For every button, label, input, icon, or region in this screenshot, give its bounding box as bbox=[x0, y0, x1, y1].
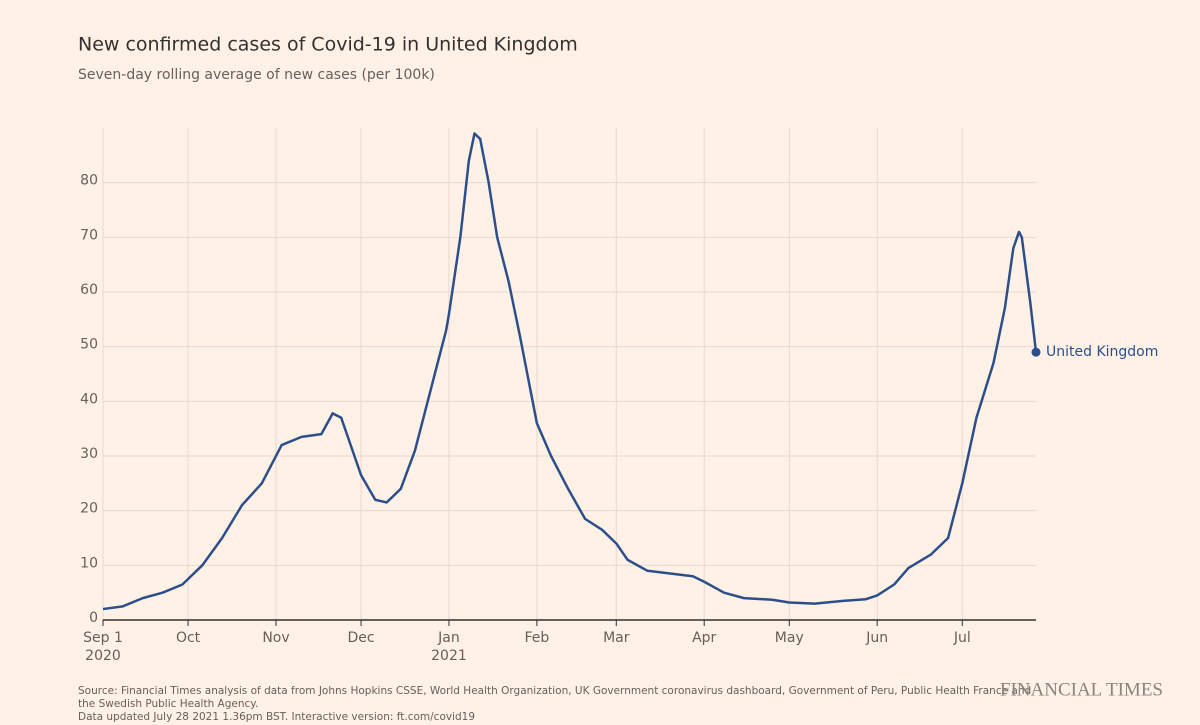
x-tick-label: Sep 1 bbox=[83, 630, 123, 646]
y-tick-label: 70 bbox=[80, 227, 98, 243]
y-tick-label: 60 bbox=[80, 282, 98, 298]
x-tick-label: Apr bbox=[692, 630, 716, 646]
x-tick-label: Jun bbox=[865, 630, 888, 646]
y-tick-label: 10 bbox=[80, 555, 98, 571]
x-tick-label: Mar bbox=[603, 630, 630, 646]
x-tick-label: May bbox=[775, 630, 804, 646]
x-tick-label: Oct bbox=[176, 630, 201, 646]
y-tick-label: 0 bbox=[89, 610, 98, 626]
series-label: United Kingdom bbox=[1046, 344, 1158, 360]
y-tick-label: 20 bbox=[80, 501, 98, 517]
x-year-label: 2021 bbox=[431, 648, 467, 664]
y-tick-label: 30 bbox=[80, 446, 98, 462]
chart-title: New confirmed cases of Covid-19 in Unite… bbox=[78, 34, 578, 56]
plot: 0 10 20 30 40 50 60 70 80 Sep 1 Oct Nov Dec Jan Feb Mar… bbox=[80, 128, 1158, 664]
x-tick-label: Nov bbox=[262, 630, 289, 646]
source-line: the Swedish Public Health Agency. bbox=[78, 698, 258, 710]
y-tick-label: 80 bbox=[80, 173, 98, 189]
end-point bbox=[1031, 347, 1041, 357]
logo: FINANCIAL TIMES bbox=[1000, 679, 1163, 700]
x-year-label: 2020 bbox=[85, 648, 121, 664]
source-line: Data updated July 28 2021 1.36pm BST. In… bbox=[78, 711, 475, 723]
x-tick-label: Jul bbox=[953, 630, 971, 646]
x-tick-label: Feb bbox=[524, 630, 549, 646]
source-line: Source: Financial Times analysis of data… bbox=[78, 685, 1031, 697]
x-tick-label: Dec bbox=[348, 630, 375, 646]
data-line bbox=[102, 132, 1038, 611]
x-tick-label: Jan bbox=[437, 630, 460, 646]
y-tick-label: 50 bbox=[80, 337, 98, 353]
y-tick-label: 40 bbox=[80, 391, 98, 407]
chart-subtitle: Seven-day rolling average of new cases (… bbox=[78, 67, 435, 83]
